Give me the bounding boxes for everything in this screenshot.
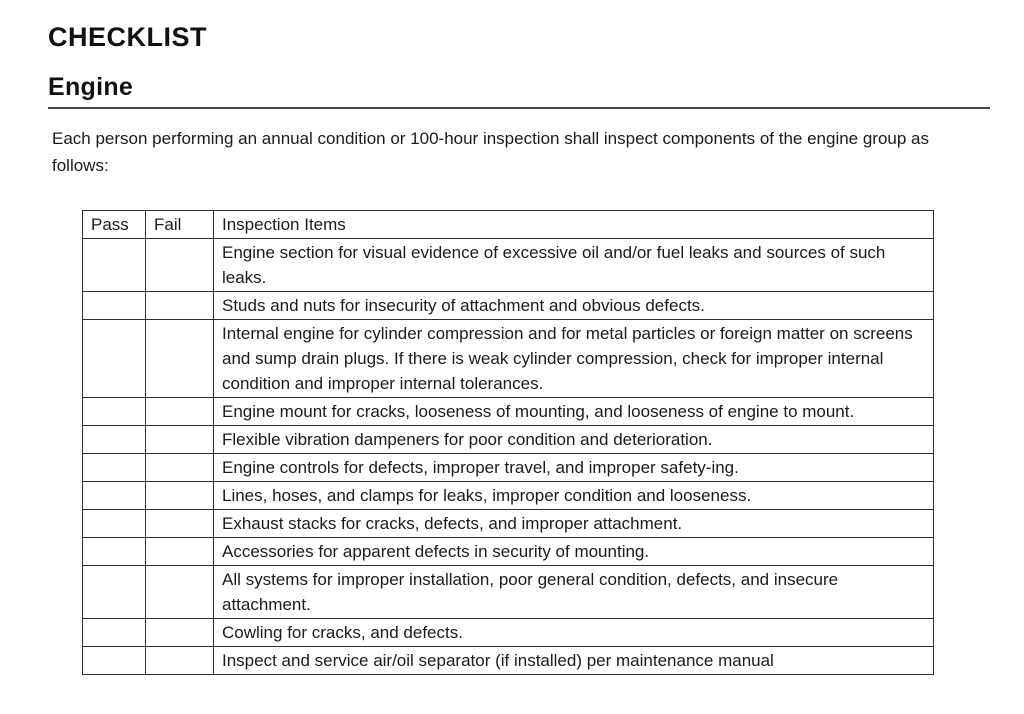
fail-column-header: Fail: [145, 210, 214, 239]
inspection-item-cell: Engine controls for defects, improper tr…: [213, 453, 934, 482]
fail-cell: [145, 319, 214, 398]
inspection-item-cell: Engine mount for cracks, looseness of mo…: [213, 397, 934, 426]
table-row: Engine controls for defects, improper tr…: [82, 453, 934, 482]
pass-cell: [82, 565, 146, 619]
fail-cell: [145, 425, 214, 454]
pass-cell: [82, 618, 146, 647]
inspection-item-cell: Lines, hoses, and clamps for leaks, impr…: [213, 481, 934, 510]
inspection-item-cell: Accessories for apparent defects in secu…: [213, 537, 934, 566]
table-row: Exhaust stacks for cracks, defects, and …: [82, 509, 934, 538]
table-row: Lines, hoses, and clamps for leaks, impr…: [82, 481, 934, 510]
table-row: Flexible vibration dampeners for poor co…: [82, 425, 934, 454]
inspection-item-cell: Inspect and service air/oil separator (i…: [213, 646, 934, 675]
page-title: CHECKLIST: [48, 22, 207, 52]
inspection-table: Pass Fail Inspection Items Engine sectio…: [82, 210, 934, 675]
fail-cell: [145, 646, 214, 675]
pass-cell: [82, 291, 146, 320]
intro-paragraph: Each person performing an annual conditi…: [52, 129, 930, 175]
table-row: Engine mount for cracks, looseness of mo…: [82, 397, 934, 426]
inspection-items-column-header: Inspection Items: [213, 210, 934, 239]
pass-cell: [82, 397, 146, 426]
pass-cell: [82, 481, 146, 510]
pass-cell: [82, 238, 146, 292]
pass-cell: [82, 453, 146, 482]
fail-cell: [145, 565, 214, 619]
section-heading-engine: Engine: [48, 73, 990, 109]
inspection-item-cell: Studs and nuts for insecurity of attachm…: [213, 291, 934, 320]
inspection-item-cell: Engine section for visual evidence of ex…: [213, 238, 934, 292]
inspection-item-cell: Cowling for cracks, and defects.: [213, 618, 934, 647]
table-row: All systems for improper installation, p…: [82, 565, 934, 619]
pass-cell: [82, 509, 146, 538]
table-row: Studs and nuts for insecurity of attachm…: [82, 291, 934, 320]
fail-cell: [145, 453, 214, 482]
table-row: Cowling for cracks, and defects.: [82, 618, 934, 647]
table-row: Engine section for visual evidence of ex…: [82, 238, 934, 292]
table-row: Accessories for apparent defects in secu…: [82, 537, 934, 566]
inspection-item-cell: All systems for improper installation, p…: [213, 565, 934, 619]
pass-column-header: Pass: [82, 210, 146, 239]
inspection-item-cell: Exhaust stacks for cracks, defects, and …: [213, 509, 934, 538]
pass-cell: [82, 425, 146, 454]
fail-cell: [145, 618, 214, 647]
table-header-row: Pass Fail Inspection Items: [82, 210, 934, 239]
pass-cell: [82, 319, 146, 398]
fail-cell: [145, 481, 214, 510]
fail-cell: [145, 537, 214, 566]
pass-cell: [82, 537, 146, 566]
inspection-table-body: Engine section for visual evidence of ex…: [82, 238, 934, 675]
fail-cell: [145, 238, 214, 292]
fail-cell: [145, 291, 214, 320]
table-row: Inspect and service air/oil separator (i…: [82, 646, 934, 675]
fail-cell: [145, 509, 214, 538]
fail-cell: [145, 397, 214, 426]
table-row: Internal engine for cylinder compression…: [82, 319, 934, 398]
inspection-item-cell: Internal engine for cylinder compression…: [213, 319, 934, 398]
pass-cell: [82, 646, 146, 675]
inspection-item-cell: Flexible vibration dampeners for poor co…: [213, 425, 934, 454]
